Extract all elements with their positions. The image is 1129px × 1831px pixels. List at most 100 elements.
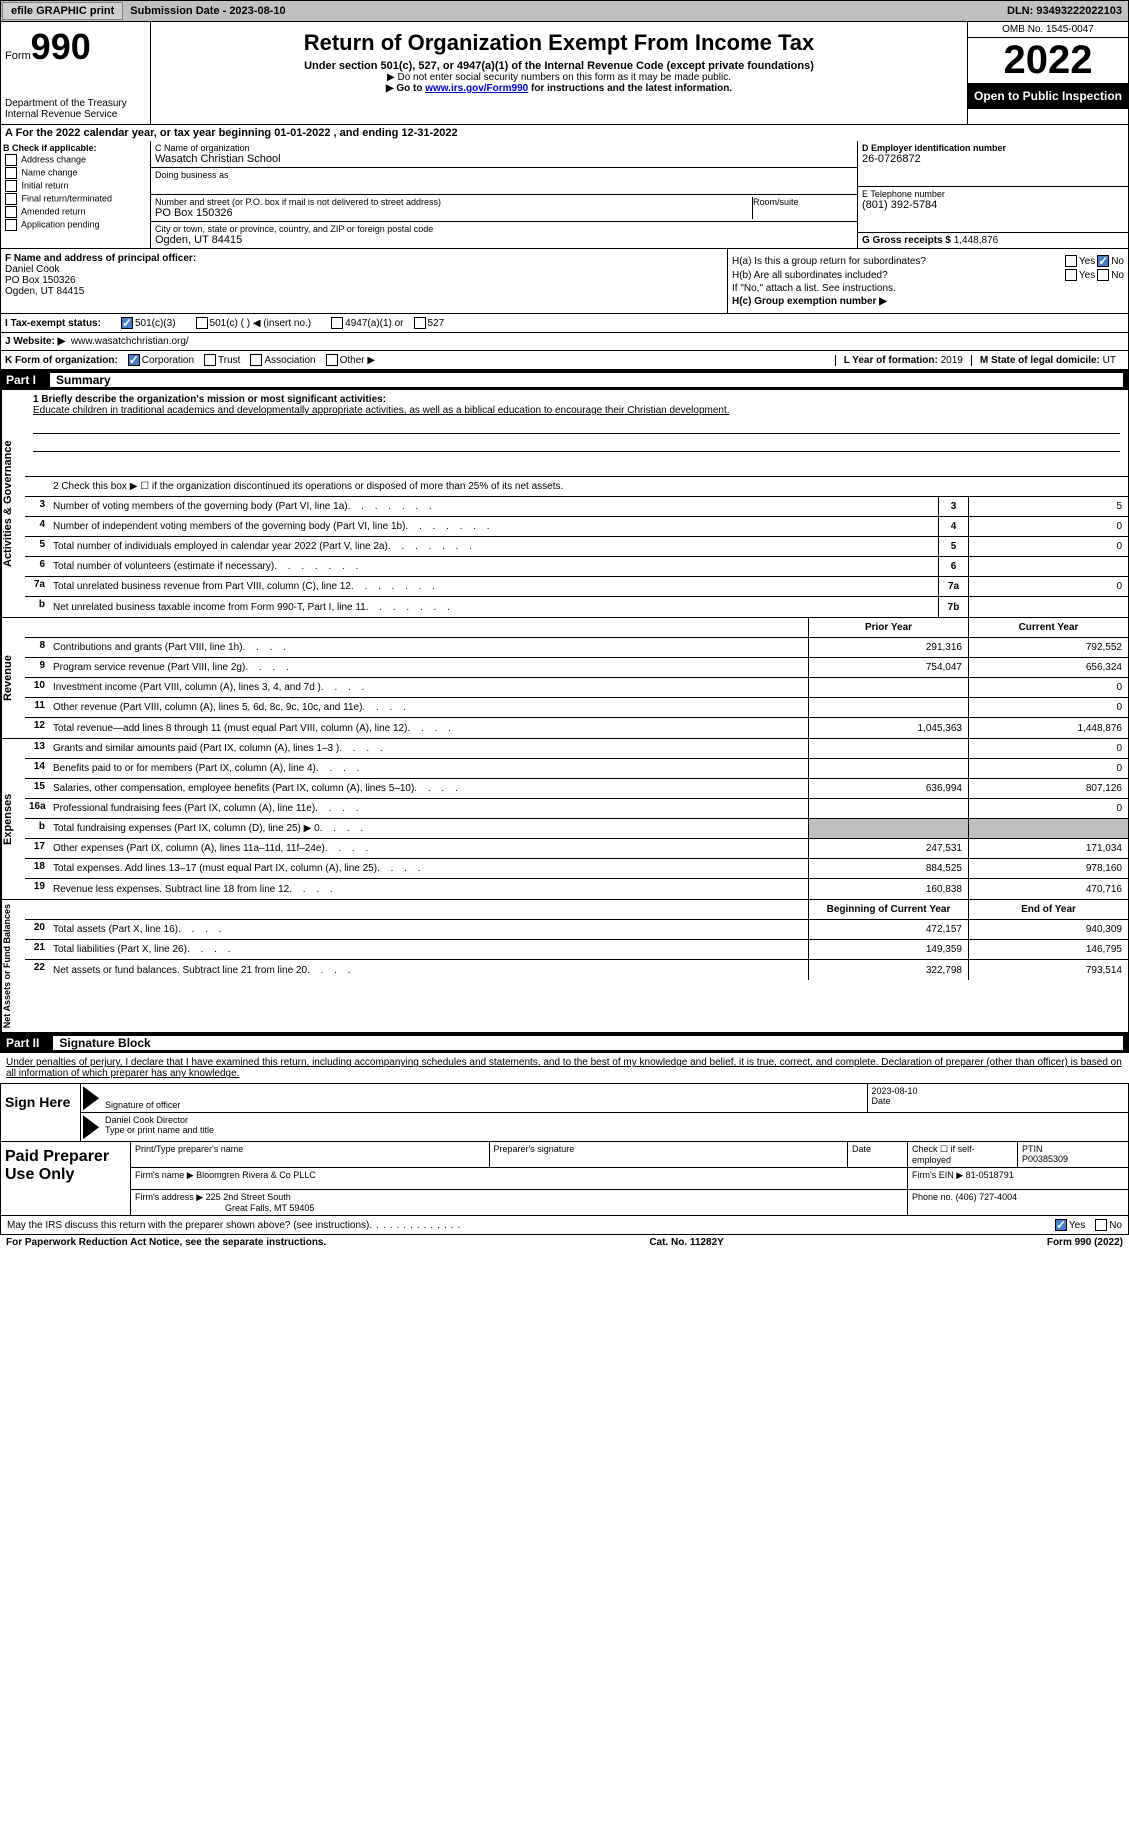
year-formation: 2019 xyxy=(941,355,963,366)
form-note2: ▶ Go to www.irs.gov/Form990 for instruct… xyxy=(155,83,963,94)
form-subtitle: Under section 501(c), 527, or 4947(a)(1)… xyxy=(155,60,963,72)
chk-other[interactable] xyxy=(326,354,338,366)
prep-sig-label: Preparer's signature xyxy=(490,1142,849,1167)
paid-preparer-block: Paid Preparer Use Only Print/Type prepar… xyxy=(0,1142,1129,1216)
dept-label: Department of the Treasury Internal Reve… xyxy=(5,98,146,120)
line-j: J Website: ▶ www.wasatchchristian.org/ xyxy=(0,333,1129,351)
summary-row: 7aTotal unrelated business revenue from … xyxy=(25,577,1128,597)
website-value: www.wasatchchristian.org/ xyxy=(71,336,189,347)
hb-no[interactable] xyxy=(1097,269,1109,281)
paid-preparer-label: Paid Preparer Use Only xyxy=(1,1142,131,1215)
expenses-label: Expenses xyxy=(1,739,25,899)
table-row: 10Investment income (Part VIII, column (… xyxy=(25,678,1128,698)
chk-initial-return[interactable]: Initial return xyxy=(3,180,148,192)
expenses-section: Expenses 13Grants and similar amounts pa… xyxy=(0,739,1129,900)
firm-phone-label: Phone no. xyxy=(912,1192,953,1202)
sign-here-label: Sign Here xyxy=(1,1084,81,1141)
summary-row: bNet unrelated business taxable income f… xyxy=(25,597,1128,617)
b-label: B Check if applicable: xyxy=(3,143,97,153)
line-k: K Form of organization: Corporation Trus… xyxy=(0,351,1129,370)
state-domicile: UT xyxy=(1103,355,1116,366)
table-row: 12Total revenue—add lines 8 through 11 (… xyxy=(25,718,1128,738)
room-label: Room/suite xyxy=(753,197,853,207)
sig-date-label: Date xyxy=(872,1096,891,1106)
ha-yes[interactable] xyxy=(1065,255,1077,267)
firm-addr-value: 225 2nd Street South xyxy=(206,1192,291,1202)
sig-date: 2023-08-10 xyxy=(872,1086,1125,1096)
table-row: bTotal fundraising expenses (Part IX, co… xyxy=(25,819,1128,839)
city-value: Ogden, UT 84415 xyxy=(155,234,853,246)
table-row: 16aProfessional fundraising fees (Part I… xyxy=(25,799,1128,819)
chk-final-return[interactable]: Final return/terminated xyxy=(3,193,148,205)
mission-q: 1 Briefly describe the organization's mi… xyxy=(33,394,386,405)
firm-addr-label: Firm's address ▶ xyxy=(135,1192,203,1202)
table-row: 14Benefits paid to or for members (Part … xyxy=(25,759,1128,779)
c-label: C Name of organization xyxy=(155,143,853,153)
prep-date-label: Date xyxy=(848,1142,908,1167)
discuss-question: May the IRS discuss this return with the… xyxy=(7,1220,369,1231)
name-title-label: Type or print name and title xyxy=(105,1125,214,1135)
mission-text: Educate children in traditional academic… xyxy=(33,405,730,416)
chk-corp[interactable] xyxy=(128,354,140,366)
omb-number: OMB No. 1545-0047 xyxy=(968,22,1128,38)
part1-header: Part I Summary xyxy=(0,370,1129,390)
chk-4947[interactable] xyxy=(331,317,343,329)
g-label: G Gross receipts $ xyxy=(862,235,951,246)
line-a: A For the 2022 calendar year, or tax yea… xyxy=(0,125,1129,141)
summary-row: 3Number of voting members of the governi… xyxy=(25,497,1128,517)
officer-name-title: Daniel Cook Director xyxy=(105,1115,1124,1125)
chk-527[interactable] xyxy=(414,317,426,329)
chk-trust[interactable] xyxy=(204,354,216,366)
hb-yes[interactable] xyxy=(1065,269,1077,281)
e-label: E Telephone number xyxy=(862,189,1124,199)
addr-value: PO Box 150326 xyxy=(155,207,752,219)
phone-value: (801) 392-5784 xyxy=(862,199,1124,211)
ha-no[interactable] xyxy=(1097,255,1109,267)
part2-header: Part II Signature Block xyxy=(0,1033,1129,1053)
activities-section: Activities & Governance 1 Briefly descri… xyxy=(0,390,1129,618)
irs-link[interactable]: www.irs.gov/Form990 xyxy=(425,83,528,94)
ptin-value: P00385309 xyxy=(1022,1154,1068,1164)
efile-print-button[interactable]: efile GRAPHIC print xyxy=(2,2,123,20)
table-row: 20Total assets (Part X, line 16) . . . .… xyxy=(25,920,1128,940)
table-row: 13Grants and similar amounts paid (Part … xyxy=(25,739,1128,759)
table-row: 17Other expenses (Part IX, column (A), l… xyxy=(25,839,1128,859)
chk-amended[interactable]: Amended return xyxy=(3,206,148,218)
table-row: 21Total liabilities (Part X, line 26) . … xyxy=(25,940,1128,960)
paperwork-notice: For Paperwork Reduction Act Notice, see … xyxy=(6,1237,326,1248)
chk-address-change[interactable]: Address change xyxy=(3,154,148,166)
summary-row: 4Number of independent voting members of… xyxy=(25,517,1128,537)
discuss-yes[interactable] xyxy=(1055,1219,1067,1231)
chk-501c[interactable] xyxy=(196,317,208,329)
firm-name-value: Bloomgren Rivera & Co PLLC xyxy=(196,1170,316,1180)
form-note1: ▶ Do not enter social security numbers o… xyxy=(155,72,963,83)
table-row: 11Other revenue (Part VIII, column (A), … xyxy=(25,698,1128,718)
table-row: 8Contributions and grants (Part VIII, li… xyxy=(25,638,1128,658)
ein-value: 26-0726872 xyxy=(862,153,1124,165)
form-header: Form990 Department of the Treasury Inter… xyxy=(0,22,1129,125)
dln-label: DLN: 93493222022103 xyxy=(1001,5,1128,17)
dba-label: Doing business as xyxy=(155,170,853,180)
hc-label: H(c) Group exemption number ▶ xyxy=(732,296,1124,307)
firm-city-value: Great Falls, MT 59405 xyxy=(225,1203,314,1213)
discuss-row: May the IRS discuss this return with the… xyxy=(0,1216,1129,1235)
chk-application-pending[interactable]: Application pending xyxy=(3,219,148,231)
discuss-no[interactable] xyxy=(1095,1219,1107,1231)
prep-selfemp-label: Check ☐ if self-employed xyxy=(908,1142,1018,1167)
page-footer: For Paperwork Reduction Act Notice, see … xyxy=(0,1235,1129,1250)
form-title: Return of Organization Exempt From Incom… xyxy=(155,30,963,56)
open-public-label: Open to Public Inspection xyxy=(968,83,1128,109)
line2-text: 2 Check this box ▶ ☐ if the organization… xyxy=(49,477,1128,496)
chk-name-change[interactable]: Name change xyxy=(3,167,148,179)
table-row: 19Revenue less expenses. Subtract line 1… xyxy=(25,879,1128,899)
chk-assoc[interactable] xyxy=(250,354,262,366)
form-ref: Form 990 (2022) xyxy=(1047,1237,1123,1248)
signature-declaration: Under penalties of perjury, I declare th… xyxy=(0,1053,1129,1084)
table-row: 15Salaries, other compensation, employee… xyxy=(25,779,1128,799)
addr-label: Number and street (or P.O. box if mail i… xyxy=(155,197,752,207)
chk-501c3[interactable] xyxy=(121,317,133,329)
firm-ein-value: 81-0518791 xyxy=(966,1170,1014,1180)
net-assets-label: Net Assets or Fund Balances xyxy=(1,900,25,1032)
gross-receipts: 1,448,876 xyxy=(954,235,999,246)
tax-year: 2022 xyxy=(968,38,1128,83)
